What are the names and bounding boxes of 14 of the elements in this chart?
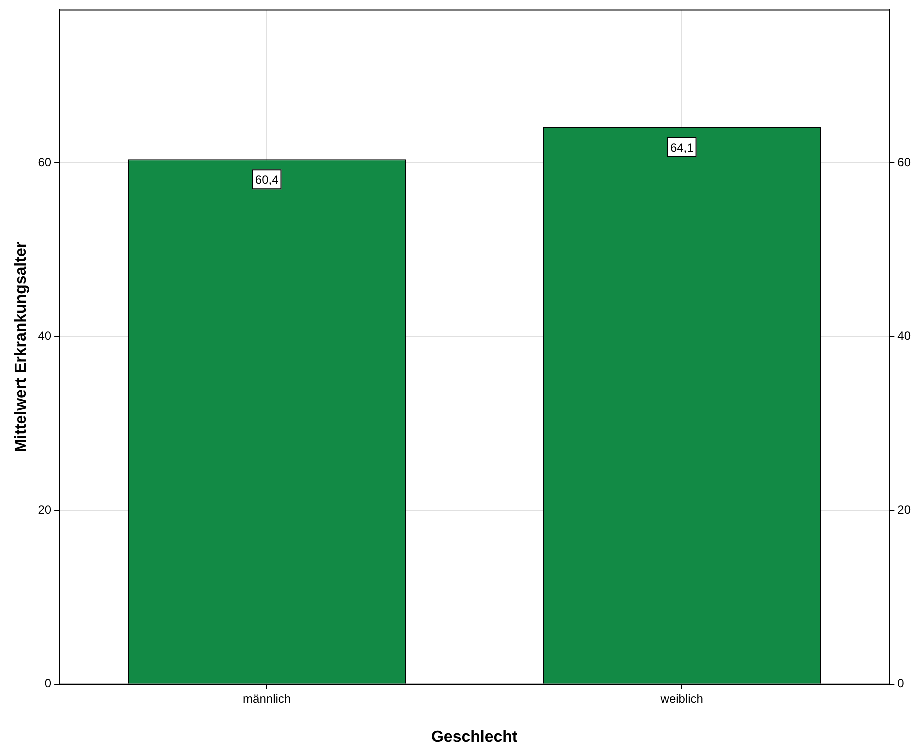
y-axis-title: Mittelwert Erkrankungsalter xyxy=(13,242,30,453)
data-label: 64,1 xyxy=(670,140,694,155)
x-axis-title: Geschlecht xyxy=(431,728,518,746)
x-tick-label: weiblich xyxy=(660,692,704,706)
x-tick-label: männlich xyxy=(243,692,292,706)
data-label: 60,4 xyxy=(255,172,280,187)
y-tick-label: 40 xyxy=(38,329,52,344)
y-tick-label: 20 xyxy=(38,502,52,517)
y2-tick-label: 40 xyxy=(898,329,912,344)
y2-tick-label: 0 xyxy=(898,676,905,691)
y2-tick-label: 60 xyxy=(898,155,912,170)
y2-tick-label: 20 xyxy=(898,502,912,517)
y-tick-label: 60 xyxy=(38,155,52,170)
y-tick-label: 0 xyxy=(44,676,52,691)
